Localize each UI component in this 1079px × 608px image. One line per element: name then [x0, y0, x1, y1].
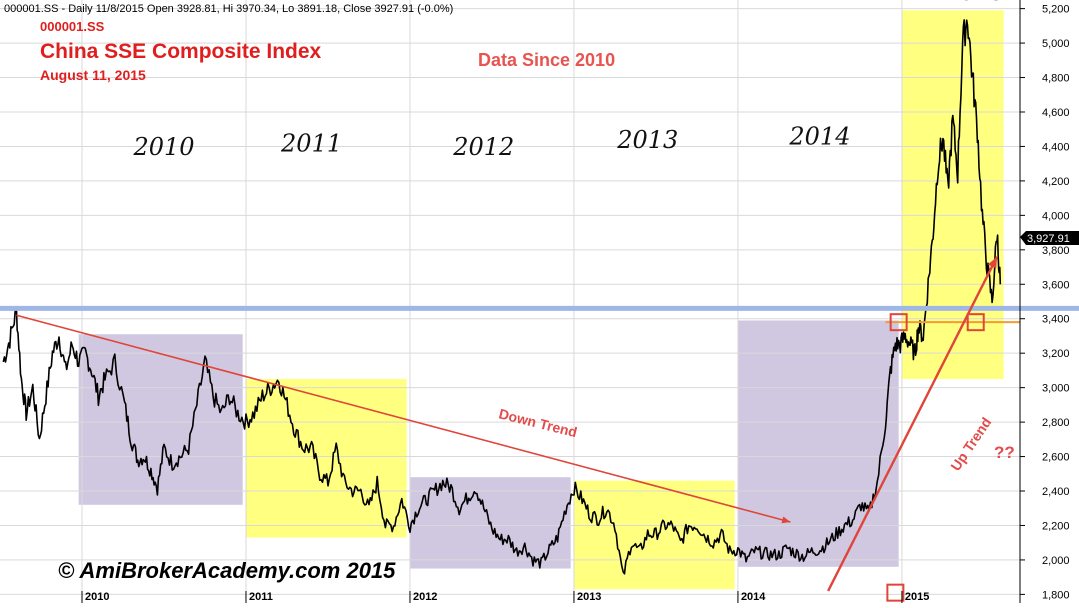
up-trend-line — [827, 256, 999, 592]
highlight-marker — [966, 313, 985, 332]
y-tick-label: 4,200 — [1042, 176, 1070, 188]
y-tick-label: 4,600 — [1042, 107, 1070, 119]
x-tick-label: 2013 — [577, 591, 601, 603]
question-marks: ?? — [994, 443, 1015, 462]
y-tick-label: 5,200 — [1042, 4, 1070, 16]
chart-subtitle: Data Since 2010 — [478, 50, 615, 70]
grid-layer — [0, 0, 1020, 603]
year-label-2013: 2013 — [616, 126, 678, 154]
y-tick-label: 5,000 — [1042, 38, 1070, 50]
year-label-2011: 2011 — [280, 130, 342, 158]
down-trend-arrowhead — [781, 516, 791, 524]
y-tick-label: 2,000 — [1042, 555, 1070, 567]
chart-title: China SSE Composite Index — [40, 40, 322, 63]
up-trend-label: Up Trend — [947, 414, 994, 473]
y-tick-label: 4,000 — [1042, 210, 1070, 222]
down-trend-line — [16, 314, 791, 523]
highlight-marker — [889, 313, 908, 332]
x-tick-label: 2011 — [249, 591, 273, 603]
symbol-label: 000001.SS — [40, 19, 105, 34]
y-tick-label: 1,800 — [1042, 589, 1070, 601]
x-tick-label: 2012 — [413, 591, 437, 603]
y-tick-label: 2,600 — [1042, 452, 1070, 464]
year-label-2012: 2012 — [452, 133, 514, 161]
down-trend-label: Down Trend — [497, 405, 579, 440]
y-tick-label: 4,400 — [1042, 141, 1070, 153]
y-tick-label: 2,800 — [1042, 417, 1070, 429]
x-tick-label: 2014 — [741, 591, 766, 603]
year-label-2015: 2015 — [944, 0, 1006, 6]
y-tick-label: 3,200 — [1042, 348, 1070, 360]
year-box-2011 — [245, 379, 407, 538]
y-tick-label: 2,400 — [1042, 486, 1070, 498]
y-tick-label: 2,200 — [1042, 520, 1070, 532]
last-price-label: 3,927.91 — [1027, 233, 1070, 245]
year-box-2010 — [78, 334, 243, 505]
y-tick-label: 3,000 — [1042, 383, 1070, 395]
y-axis-ticks: 1,800 2,000 2,200 2,400 2,600 2,800 3,000 3,200… — [1020, 4, 1070, 601]
x-tick-label: 2010 — [85, 591, 109, 603]
y-tick-label: 3,800 — [1042, 245, 1070, 257]
y-tick-label: 4,800 — [1042, 73, 1070, 85]
watermark: © AmiBrokerAcademy.com 2015 — [58, 558, 396, 583]
year-box-2014 — [737, 320, 899, 567]
price-layer — [2, 19, 1002, 575]
x-tick-label: 2015 — [905, 591, 929, 603]
year-box-2013 — [573, 480, 735, 590]
header-info: 000001.SS - Daily 11/8/2015 Open 3928.81… — [4, 3, 453, 15]
chart-date: August 11, 2015 — [40, 67, 146, 83]
year-label-2010: 2010 — [132, 133, 194, 161]
year-box-2015 — [901, 10, 1004, 380]
price-series-line — [2, 19, 1002, 575]
highlight-marker — [886, 583, 905, 602]
y-tick-label: 3,600 — [1042, 279, 1070, 291]
up-trend-arrowhead — [987, 256, 998, 269]
x-axis-ticks: 2010 2011 2012 2013 2014 2015 — [81, 591, 929, 603]
y-tick-label: 3,400 — [1042, 314, 1070, 326]
year-label-2014: 2014 — [788, 123, 850, 151]
last-price-badge: 3,927.91 — [1020, 231, 1079, 245]
